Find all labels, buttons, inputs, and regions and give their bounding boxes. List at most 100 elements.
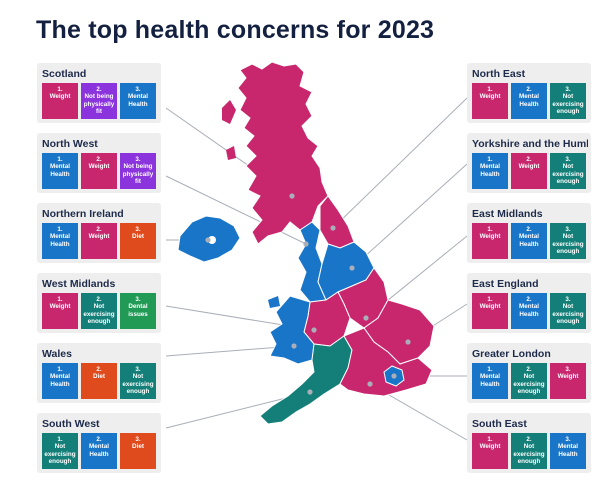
- concern-rank: 2.: [96, 86, 102, 93]
- concern-rank: 1.: [57, 296, 63, 303]
- region-marker-east-midlands: [363, 315, 369, 321]
- concern-tile: 2. Not exercising enough: [81, 293, 117, 329]
- concern-label: Mental Health: [50, 163, 70, 178]
- concern-rank: 1.: [57, 226, 63, 233]
- map-island-anglesey: [268, 296, 280, 308]
- region-marker-east-england: [405, 339, 411, 345]
- concern-tile: 3. Not being physically fit: [120, 153, 156, 189]
- concern-tile: 2. Not being physically fit: [81, 83, 117, 119]
- concern-rank: 2.: [96, 296, 102, 303]
- concern-tile: 1. Weight: [472, 293, 508, 329]
- map-lake-neagh: [208, 236, 216, 244]
- concern-tile: 1. Weight: [472, 433, 508, 469]
- concern-label: Mental Health: [480, 373, 500, 388]
- concern-label: Mental Health: [519, 303, 539, 318]
- concern-rank: 2.: [96, 366, 102, 373]
- concern-rank: 1.: [57, 436, 63, 443]
- region-name: Northern Ireland: [42, 208, 124, 220]
- region-name: West Midlands: [42, 278, 116, 290]
- region-name: Yorkshire and the Humber: [472, 138, 588, 150]
- concern-label: Weight: [88, 163, 110, 171]
- concern-label: Not exercising enough: [513, 373, 545, 395]
- concern-tile: 2. Mental Health: [511, 83, 547, 119]
- concern-tile: 2. Weight: [81, 153, 117, 189]
- region-panel-northern-ireland: Northern Ireland 1. Mental Health 2. Weight 3…: [37, 203, 161, 263]
- concern-label: Weight: [49, 93, 71, 101]
- concern-tile: 3. Diet: [120, 223, 156, 259]
- leader-line-north-west: [165, 175, 307, 245]
- concern-rank: 3.: [135, 226, 141, 233]
- concern-label: Mental Health: [89, 443, 109, 458]
- region-panel-scotland: Scotland 1. Weight 2. Not being physically f…: [37, 63, 161, 123]
- concern-label: Diet: [132, 233, 144, 241]
- page-title: The top health concerns for 2023: [36, 16, 435, 44]
- concern-label: Not exercising enough: [552, 233, 584, 255]
- region-panel-west-midlands: West Midlands 1. Weight 2. Not exercising en…: [37, 273, 161, 333]
- concern-tile: 2. Not exercising enough: [511, 363, 547, 399]
- region-marker-north-west: [303, 241, 309, 247]
- region-panel-yorkshire-and-the-humber: Yorkshire and the Humber1.Mental Health2…: [467, 133, 591, 193]
- concern-rank: 3.: [135, 156, 141, 163]
- concern-rank: 3.: [135, 366, 141, 373]
- concern-tile: 3. Not exercising enough: [550, 223, 586, 259]
- concern-rank: 2.: [96, 156, 102, 163]
- concern-rank: 3.: [565, 296, 571, 303]
- concern-label: Diet: [132, 443, 144, 451]
- concern-rank: 2.: [526, 86, 532, 93]
- map-region-north-east: [319, 195, 355, 249]
- region-panel-north-east: North East 1. Weight 2. Mental Health 3. Not e…: [467, 63, 591, 123]
- concern-tile: 1. Weight: [472, 83, 508, 119]
- region-name: North West: [42, 138, 98, 150]
- concern-rank: 1.: [57, 86, 63, 93]
- concern-label: Weight: [49, 303, 71, 311]
- concern-rank: 3.: [565, 436, 571, 443]
- concern-rank: 3.: [135, 86, 141, 93]
- concern-tile: 3. Not exercising enough: [550, 153, 586, 189]
- region-name: Greater London: [472, 348, 551, 360]
- leader-line-wales: [165, 345, 295, 357]
- region-name: Wales: [42, 348, 72, 360]
- region-name: East England: [472, 278, 539, 290]
- concern-label: Not exercising enough: [513, 443, 545, 465]
- concern-rank: 2.: [526, 366, 532, 373]
- concern-label: Mental Health: [50, 233, 70, 248]
- concern-label: Not exercising enough: [552, 93, 584, 115]
- concern-rank: 2.: [526, 156, 532, 163]
- concern-tile: 2. Not exercising enough: [511, 433, 547, 469]
- region-marker-wales: [291, 343, 297, 349]
- concern-tile: 2. Mental Health: [511, 293, 547, 329]
- concern-tile: 1. Mental Health: [472, 363, 508, 399]
- concern-tile: 2. Weight: [511, 153, 547, 189]
- region-marker-greater-london: [391, 373, 397, 379]
- concern-tile: 1. Mental Health: [42, 153, 78, 189]
- concern-tile: 1. Mental Health: [42, 363, 78, 399]
- concern-rank: 1.: [487, 226, 493, 233]
- concern-label: Mental Health: [558, 443, 578, 458]
- region-name: South East: [472, 418, 527, 430]
- region-panel-north-west: North West 1. Mental Health 2. Weight 3. Not b…: [37, 133, 161, 193]
- concern-tile: 3. Dental issues: [120, 293, 156, 329]
- concern-tile: 3. Not exercising enough: [120, 363, 156, 399]
- leader-line-north-east: [332, 97, 468, 229]
- region-marker-south-east: [367, 381, 373, 387]
- region-marker-south-west: [307, 389, 313, 395]
- region-panel-wales: Wales 1. Mental Health 2. Diet 3. Not exercisi…: [37, 343, 161, 403]
- concern-rank: 3.: [135, 296, 141, 303]
- region-panel-east-england: East England 1. Weight 2. Mental Health 3. Not…: [467, 273, 591, 333]
- concern-label: Mental Health: [519, 233, 539, 248]
- concern-label: Not exercising enough: [83, 303, 115, 325]
- concern-rank: 1.: [487, 156, 493, 163]
- concern-tile: 3. Mental Health: [120, 83, 156, 119]
- map-island-scotland: [222, 100, 236, 124]
- concern-label: Mental Health: [50, 373, 70, 388]
- concern-tile: 2. Diet: [81, 363, 117, 399]
- region-name: North East: [472, 68, 526, 80]
- concern-label: Not exercising enough: [552, 303, 584, 325]
- concern-tile: 1. Weight: [42, 293, 78, 329]
- region-panel-south-east: South East 1. Weight 2. Not exercising enoug…: [467, 413, 591, 473]
- concern-rank: 2.: [526, 226, 532, 233]
- region-marker-north-east: [330, 225, 336, 231]
- region-marker-west-midlands: [311, 327, 317, 333]
- concern-label: Not exercising enough: [44, 443, 76, 465]
